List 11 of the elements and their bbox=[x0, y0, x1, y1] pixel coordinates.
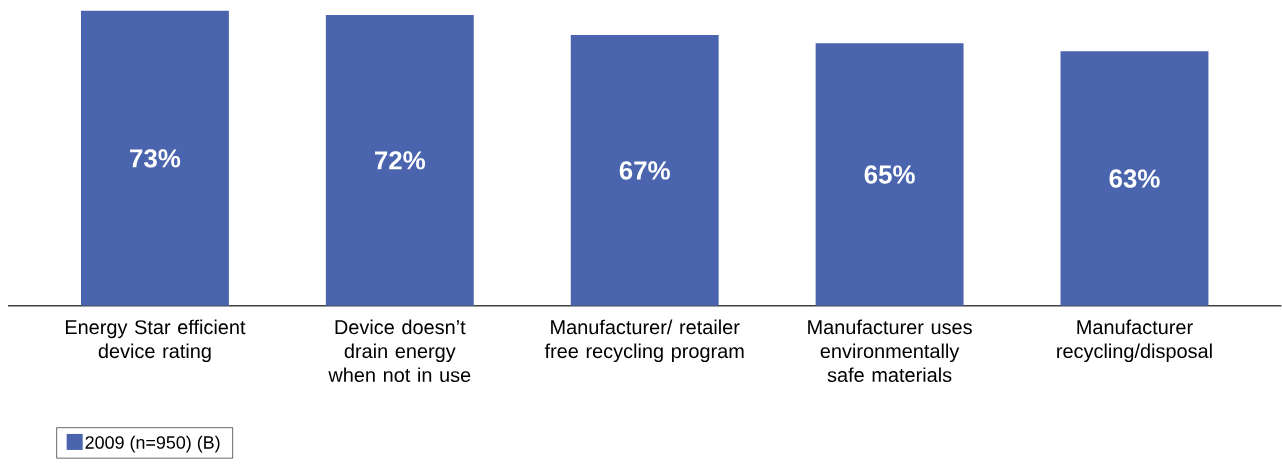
x-tick-label: Manufacturer uses environmentally safe materials bbox=[808, 319, 972, 383]
legend-label: 2009 (n=950) (B) bbox=[85, 435, 220, 453]
data-label: 72% bbox=[375, 151, 426, 170]
data-label: 73% bbox=[130, 149, 181, 168]
data-label: 67% bbox=[619, 161, 670, 180]
data-label: 63% bbox=[1109, 169, 1160, 188]
data-label: 65% bbox=[864, 165, 915, 184]
x-tick-label: Device doesn’t drain energy when not in use bbox=[328, 319, 471, 383]
x-tick-label: Manufacturer/ retailer free recycling program bbox=[544, 319, 744, 363]
x-tick-label: Energy Star efficient device rating bbox=[65, 319, 246, 363]
x-tick-label: Manufacturer recycling/disposal bbox=[1057, 319, 1212, 363]
